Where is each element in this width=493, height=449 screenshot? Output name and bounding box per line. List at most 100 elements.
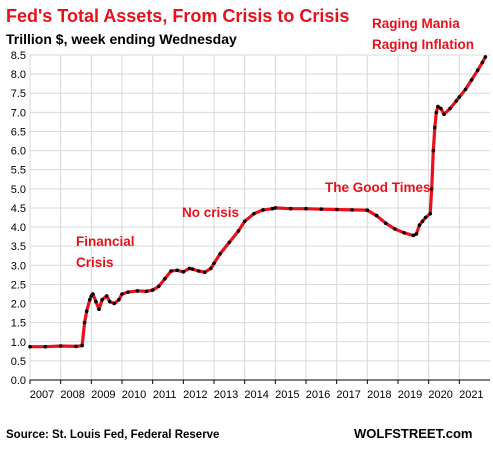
data-point xyxy=(112,301,117,306)
y-tick-label: 4.5 xyxy=(11,203,26,215)
data-point xyxy=(91,292,95,296)
data-point xyxy=(304,206,308,211)
data-point xyxy=(236,229,241,233)
data-point xyxy=(273,206,278,210)
data-point xyxy=(350,208,354,212)
data-point xyxy=(94,299,98,304)
data-point xyxy=(319,207,324,211)
data-point xyxy=(227,240,232,245)
data-point xyxy=(261,208,265,212)
data-point xyxy=(414,232,419,236)
data-point xyxy=(434,110,439,115)
x-axis: 2007 2008 2009 2010 2011 2012 2013 2014 2015 2016… xyxy=(29,380,484,401)
x-tick-label: 2012 xyxy=(183,389,207,401)
y-tick-label: 3.0 xyxy=(11,260,26,272)
data-point xyxy=(429,187,434,191)
data-point xyxy=(417,223,422,227)
y-tick-label: 1.0 xyxy=(11,337,26,349)
data-point xyxy=(88,297,92,302)
y-tick-label: 2.5 xyxy=(11,279,26,291)
grid xyxy=(29,54,490,381)
data-point xyxy=(209,266,213,271)
data-point xyxy=(365,208,370,212)
data-point xyxy=(175,268,179,273)
data-point xyxy=(431,148,436,153)
data-point xyxy=(423,215,428,220)
source-note: Source: St. Louis Fed, Federal Reserve xyxy=(6,429,219,441)
data-point xyxy=(393,227,397,231)
data-point xyxy=(163,276,167,281)
x-tick-label: 2017 xyxy=(336,389,360,401)
x-tick-label: 2016 xyxy=(306,389,330,401)
y-tick-label: 5.5 xyxy=(11,165,26,177)
data-point xyxy=(411,233,416,238)
annotation-no-crisis: No crisis xyxy=(182,205,239,220)
data-point xyxy=(402,231,406,235)
y-tick-label: 5.0 xyxy=(11,184,26,196)
data-point xyxy=(80,343,84,348)
data-point xyxy=(288,206,293,211)
data-point xyxy=(463,87,468,92)
y-tick-label: 7.5 xyxy=(11,88,26,100)
data-point xyxy=(169,269,173,273)
data-point xyxy=(374,213,379,218)
x-tick-label: 2021 xyxy=(459,389,483,401)
data-point xyxy=(97,307,101,312)
data-point xyxy=(483,55,488,59)
data-point xyxy=(100,297,104,302)
data-point xyxy=(433,125,437,130)
data-point xyxy=(196,269,201,273)
y-tick-label: 1.5 xyxy=(11,318,26,330)
data-point xyxy=(43,344,48,349)
x-tick-label: 2014 xyxy=(244,389,268,401)
x-tick-label: 2011 xyxy=(153,389,177,401)
data-point xyxy=(150,288,155,292)
x-tick-label: 2020 xyxy=(428,389,452,401)
data-point xyxy=(420,219,425,224)
y-tick-label: 6.0 xyxy=(11,146,26,158)
x-tick-label: 2015 xyxy=(275,389,299,401)
data-point xyxy=(84,309,89,314)
data-point xyxy=(457,95,462,99)
data-point xyxy=(454,99,459,103)
x-tick-label: 2010 xyxy=(122,389,146,401)
data-point xyxy=(126,290,130,294)
data-point xyxy=(448,106,452,111)
x-tick-label: 2018 xyxy=(367,389,391,401)
data-point xyxy=(428,211,433,216)
data-point xyxy=(334,207,339,212)
annotation-raging-mania: Raging Mania xyxy=(372,16,460,31)
annotation-financial-crisis-line2: Crisis xyxy=(76,255,114,270)
data-point xyxy=(144,289,149,294)
y-tick-label: 2.0 xyxy=(11,299,26,311)
data-point xyxy=(436,104,440,109)
chart-subtitle: Trillion $, week ending Wednesday xyxy=(6,31,237,47)
data-point xyxy=(270,206,275,211)
data-point xyxy=(107,299,112,304)
data-point xyxy=(252,211,256,216)
data-point xyxy=(104,294,109,298)
data-point xyxy=(383,221,388,225)
x-tick-label: 2013 xyxy=(214,389,238,401)
data-point xyxy=(218,252,222,256)
data-point xyxy=(135,289,140,293)
data-point xyxy=(480,60,485,65)
data-point xyxy=(28,344,32,349)
data-point xyxy=(442,112,446,117)
chart-title: Fed's Total Assets, From Crisis to Crisi… xyxy=(6,6,349,26)
y-tick-label: 8.0 xyxy=(11,69,26,81)
data-point xyxy=(469,78,474,82)
y-tick-label: 8.5 xyxy=(11,50,26,62)
y-tick-label: 4.0 xyxy=(11,222,26,234)
data-point xyxy=(120,292,124,296)
x-tick-label: 2008 xyxy=(60,389,84,401)
data-point xyxy=(439,106,443,111)
data-point xyxy=(157,284,161,289)
data-point xyxy=(187,266,192,271)
data-point xyxy=(203,270,207,275)
data-point xyxy=(74,344,78,349)
x-tick-label: 2009 xyxy=(91,389,115,401)
y-tick-label: 0.5 xyxy=(11,356,26,368)
data-point xyxy=(117,297,121,302)
